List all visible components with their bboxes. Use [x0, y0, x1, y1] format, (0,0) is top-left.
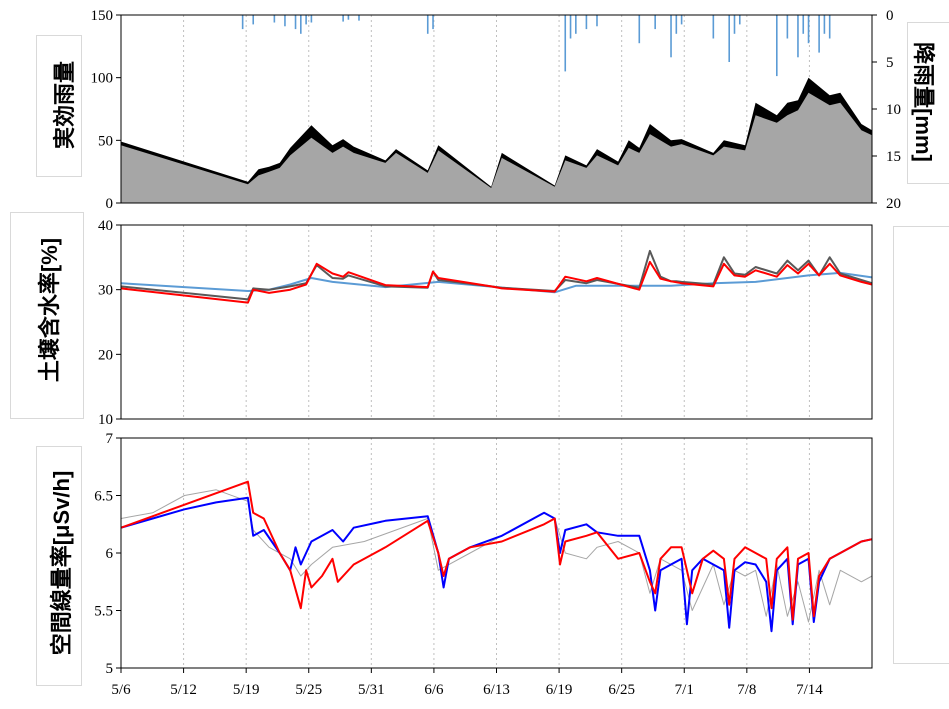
xtick-label-3: 5/19	[233, 682, 260, 698]
panel1-y2tick-label-3: 10	[886, 102, 901, 118]
xtick-label-11: 7/8	[737, 682, 756, 698]
panel1-ytick-label-2: 50	[98, 133, 113, 149]
panel1-y2label: 降雨量[mm]	[911, 42, 936, 162]
panel1-area-series-2	[121, 92, 872, 203]
panel1-ytick-label-1: 0	[106, 196, 114, 212]
panel3-ylabel-box	[36, 446, 82, 686]
right-side-box	[893, 226, 949, 664]
rain-bar-1	[241, 15, 244, 30]
rain-bar-29	[786, 15, 789, 39]
panel2-ylabel: 土壌含水率[%]	[37, 237, 62, 383]
rain-bar-28	[776, 15, 778, 77]
rain-bar-31	[802, 15, 805, 34]
panel3-ytick-label-5: 7	[106, 431, 114, 447]
rain-bar-3	[273, 15, 276, 23]
rain-bar-30	[797, 15, 799, 58]
panel3-line-series-2	[120, 496, 873, 633]
rain-bar-20	[654, 15, 656, 30]
xtick-label-12: 7/14	[796, 682, 823, 698]
panel3-ytick-label-2: 5.5	[94, 604, 113, 620]
panel1-y2tick-label-2: 5	[886, 55, 894, 71]
rain-bar-10	[347, 15, 350, 20]
rain-bar-17	[585, 15, 588, 30]
rain-bar-16	[575, 15, 577, 34]
xtick-label-9: 6/25	[608, 682, 635, 698]
rain-bar-25	[728, 15, 731, 62]
rain-bar-23	[680, 15, 683, 25]
xtick-label-5: 5/31	[358, 682, 385, 698]
panel2-frame	[120, 224, 873, 420]
rain-bar-13	[432, 15, 434, 30]
rain-bar-24	[712, 15, 715, 39]
rain-bar-9	[342, 15, 344, 22]
panel2-ytick-label-4: 40	[98, 218, 113, 234]
rain-bar-7	[305, 15, 307, 25]
panel3-ylabel: 空間線量率[μSv/h]	[49, 470, 74, 656]
panel3-line-series-3	[120, 480, 873, 621]
panel3-line-series-1	[120, 489, 873, 623]
panel2-ytick-label-2: 20	[98, 347, 113, 363]
rain-bar-4	[284, 15, 286, 27]
xtick-label-10: 7/1	[675, 682, 694, 698]
rain-bar-6	[300, 15, 302, 34]
panel1-ylabel-box	[36, 35, 82, 177]
panel3-ytick-label-1: 5	[106, 661, 114, 677]
panel3-ytick-label-4: 6.5	[94, 489, 113, 505]
panel1-ytick-label-3: 100	[91, 71, 114, 87]
rain-bar-32	[807, 15, 810, 44]
rain-bar-14	[564, 15, 567, 72]
panel1-y2tick-label-5: 20	[886, 196, 901, 212]
panel1-y2label-box	[907, 22, 949, 184]
rain-bar-12	[426, 15, 429, 34]
panel2-line-series-3	[120, 260, 873, 304]
rain-bar-18	[596, 15, 598, 27]
panel2-ylabel-box	[10, 212, 84, 419]
rain-bar-15	[569, 15, 572, 39]
rain-bar-27	[738, 15, 741, 25]
xtick-label-7: 6/13	[483, 682, 510, 698]
rain-bar-5	[294, 15, 297, 30]
rain-bar-2	[252, 15, 255, 25]
xtick-label-2: 5/12	[170, 682, 197, 698]
panel2-ytick-label-1: 10	[98, 412, 113, 428]
xtick-label-1: 5/6	[111, 682, 131, 698]
rain-bar-34	[823, 15, 826, 34]
xtick-label-4: 5/25	[295, 682, 322, 698]
xtick-label-6: 6/6	[424, 682, 444, 698]
rain-bar-21	[670, 15, 672, 58]
rain-bar-8	[310, 15, 313, 23]
panel1-y2tick-label-1: 0	[886, 8, 894, 24]
rain-bar-26	[733, 15, 736, 34]
panel1-y2tick-label-4: 15	[886, 149, 901, 165]
rain-bar-33	[818, 15, 820, 53]
rain-bar-11	[358, 15, 360, 21]
panel1-ytick-label-4: 150	[91, 8, 114, 24]
rain-bar-19	[638, 15, 641, 44]
panel1-ylabel: 実効雨量	[52, 61, 77, 150]
rain-bar-35	[828, 15, 831, 39]
rain-bar-22	[675, 15, 678, 34]
xtick-label-8: 6/19	[546, 682, 573, 698]
panel3-ytick-label-3: 6	[106, 546, 114, 562]
panel2-ytick-label-3: 30	[98, 283, 113, 299]
